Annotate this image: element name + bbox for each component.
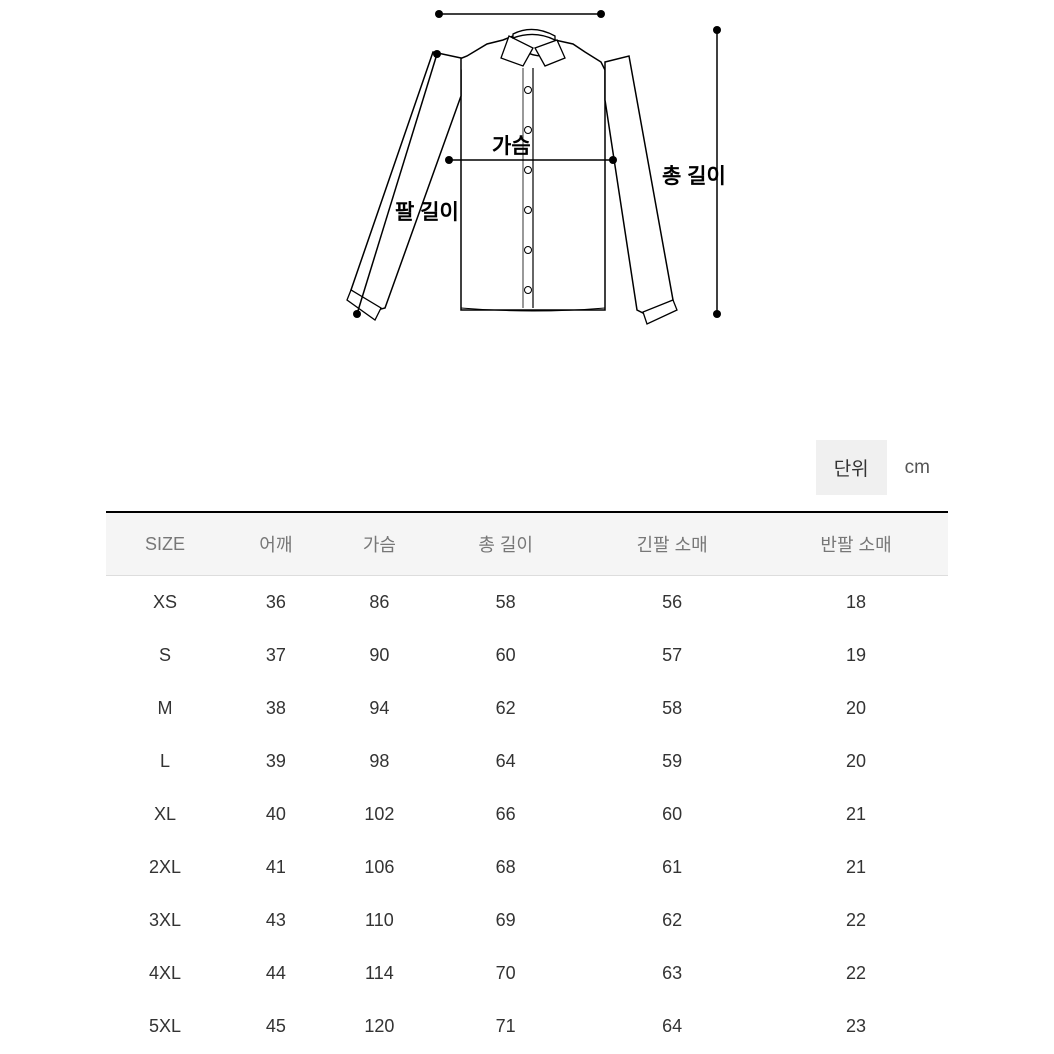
table-cell: 44 <box>224 947 328 1000</box>
table-cell: 37 <box>224 629 328 682</box>
table-cell: XS <box>106 576 224 630</box>
table-header-cell: 가슴 <box>328 512 432 576</box>
table-cell: 62 <box>431 682 580 735</box>
diagram-label-total-length: 총 길이 <box>662 160 726 190</box>
table-cell: 60 <box>431 629 580 682</box>
table-cell: 66 <box>431 788 580 841</box>
table-row: M3894625820 <box>106 682 948 735</box>
table-cell: L <box>106 735 224 788</box>
table-cell: 94 <box>328 682 432 735</box>
table-cell: 59 <box>580 735 764 788</box>
table-cell: 61 <box>580 841 764 894</box>
table-cell: 20 <box>764 735 948 788</box>
table-cell: 2XL <box>106 841 224 894</box>
diagram-label-chest: 가슴 <box>492 130 531 160</box>
table-cell: 68 <box>431 841 580 894</box>
table-cell: 22 <box>764 894 948 947</box>
table-cell: 3XL <box>106 894 224 947</box>
table-cell: 102 <box>328 788 432 841</box>
table-cell: 20 <box>764 682 948 735</box>
table-cell: 70 <box>431 947 580 1000</box>
table-cell: 63 <box>580 947 764 1000</box>
table-header-cell: 어깨 <box>224 512 328 576</box>
table-cell: 114 <box>328 947 432 1000</box>
table-cell: 22 <box>764 947 948 1000</box>
table-cell: 86 <box>328 576 432 630</box>
table-cell: 41 <box>224 841 328 894</box>
table-cell: 58 <box>431 576 580 630</box>
size-table-wrap: SIZE어깨가슴총 길이긴팔 소매반팔 소매 XS3686585618S3790… <box>106 511 948 1053</box>
table-cell: 106 <box>328 841 432 894</box>
table-row: L3998645920 <box>106 735 948 788</box>
table-cell: 23 <box>764 1000 948 1053</box>
table-row: 4XL44114706322 <box>106 947 948 1000</box>
table-cell: 40 <box>224 788 328 841</box>
table-cell: 58 <box>580 682 764 735</box>
table-row: S3790605719 <box>106 629 948 682</box>
table-cell: 69 <box>431 894 580 947</box>
table-cell: 19 <box>764 629 948 682</box>
table-row: 5XL45120716423 <box>106 1000 948 1053</box>
table-cell: 18 <box>764 576 948 630</box>
table-cell: 62 <box>580 894 764 947</box>
table-header-cell: SIZE <box>106 512 224 576</box>
table-cell: 43 <box>224 894 328 947</box>
table-cell: 98 <box>328 735 432 788</box>
table-cell: 120 <box>328 1000 432 1053</box>
table-row: 2XL41106686121 <box>106 841 948 894</box>
table-cell: 36 <box>224 576 328 630</box>
shirt-diagram-area: 가슴 총 길이 팔 길이 <box>0 0 1054 360</box>
table-cell: 110 <box>328 894 432 947</box>
table-cell: 21 <box>764 841 948 894</box>
page-container: 가슴 총 길이 팔 길이 단위 cm SIZE어깨가슴총 길이긴팔 소매반팔 소… <box>0 0 1054 1053</box>
table-cell: M <box>106 682 224 735</box>
table-header-cell: 긴팔 소매 <box>580 512 764 576</box>
table-header-cell: 총 길이 <box>431 512 580 576</box>
table-cell: 60 <box>580 788 764 841</box>
table-cell: 39 <box>224 735 328 788</box>
table-cell: 5XL <box>106 1000 224 1053</box>
table-cell: 71 <box>431 1000 580 1053</box>
table-cell: XL <box>106 788 224 841</box>
table-cell: 64 <box>431 735 580 788</box>
table-row: XS3686585618 <box>106 576 948 630</box>
diagram-label-sleeve-length: 팔 길이 <box>395 196 459 226</box>
table-cell: 21 <box>764 788 948 841</box>
table-cell: S <box>106 629 224 682</box>
table-cell: 4XL <box>106 947 224 1000</box>
unit-row: 단위 cm <box>106 440 948 495</box>
unit-value: cm <box>887 443 948 493</box>
unit-label: 단위 <box>816 440 887 495</box>
table-header-cell: 반팔 소매 <box>764 512 948 576</box>
size-table: SIZE어깨가슴총 길이긴팔 소매반팔 소매 XS3686585618S3790… <box>106 511 948 1053</box>
table-cell: 56 <box>580 576 764 630</box>
table-cell: 45 <box>224 1000 328 1053</box>
table-row: 3XL43110696222 <box>106 894 948 947</box>
table-cell: 64 <box>580 1000 764 1053</box>
table-header-row: SIZE어깨가슴총 길이긴팔 소매반팔 소매 <box>106 512 948 576</box>
table-cell: 57 <box>580 629 764 682</box>
table-row: XL40102666021 <box>106 788 948 841</box>
table-cell: 90 <box>328 629 432 682</box>
table-cell: 38 <box>224 682 328 735</box>
